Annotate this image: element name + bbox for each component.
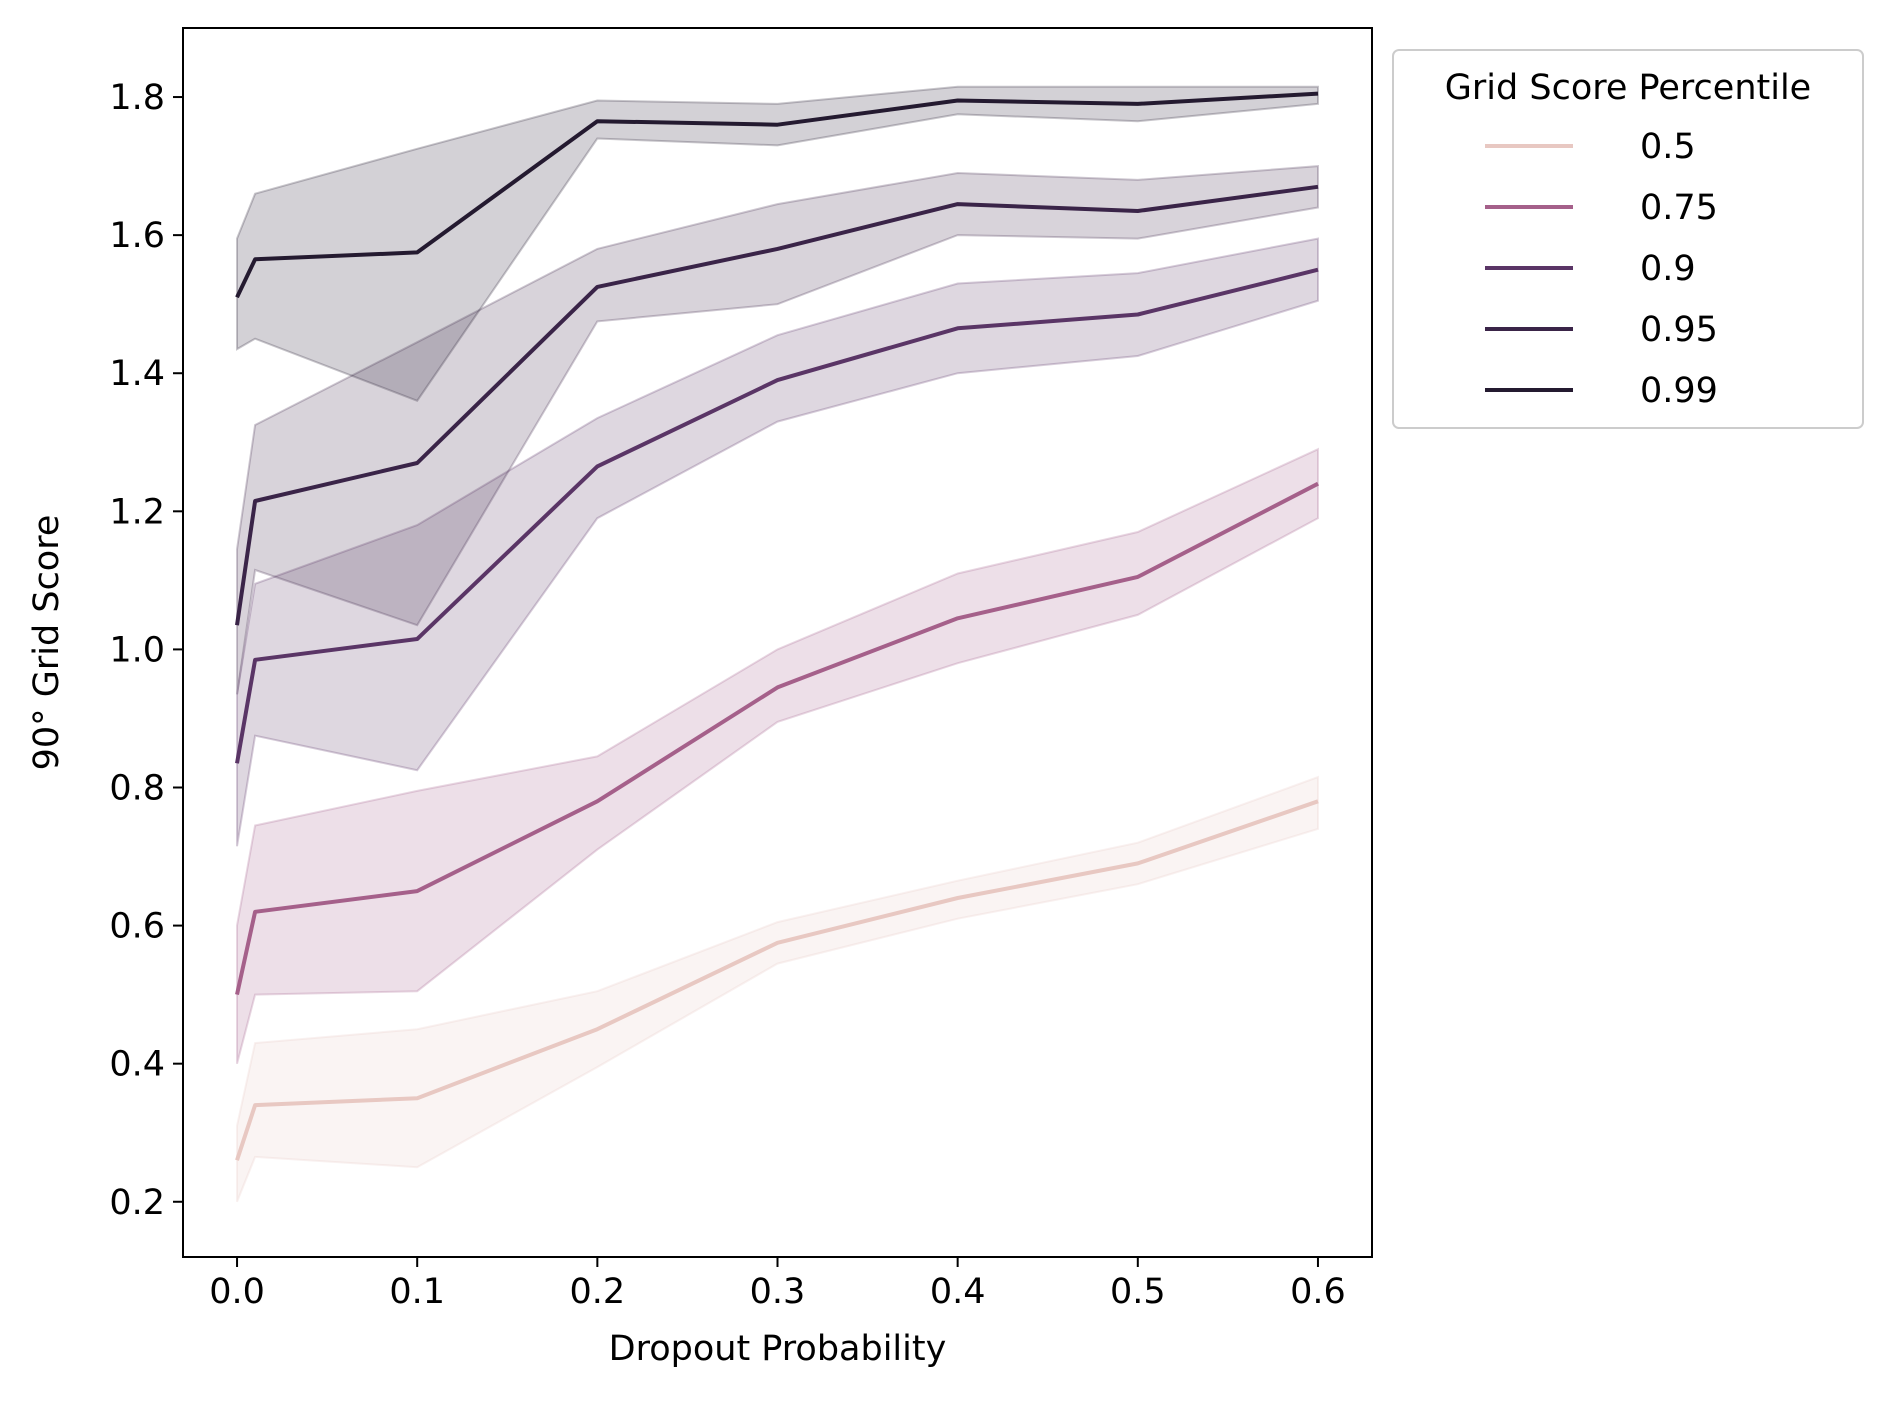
x-tick-label: 0.2 — [570, 1272, 626, 1312]
x-tick-label: 0.1 — [389, 1272, 445, 1312]
legend-item: 0.99 — [1485, 371, 1718, 411]
legend-label: 0.99 — [1640, 371, 1718, 411]
y-tick-label: 1.0 — [109, 630, 165, 670]
series-lines — [235, 91, 1319, 1161]
band-series-3 — [236, 165, 1319, 695]
legend-title: Grid Score Percentile — [1445, 68, 1811, 108]
legend-label: 0.95 — [1640, 310, 1718, 350]
band-series-1 — [236, 447, 1319, 1064]
y-axis: 0.2 0.4 0.6 0.8 1.0 1.2 1.4 1.6 1.8 — [109, 78, 183, 1223]
x-axis-label: Dropout Probability — [609, 1329, 947, 1369]
y-axis-label: 90° Grid Score — [27, 515, 67, 771]
y-tick-label: 1.8 — [109, 78, 165, 118]
y-tick-label: 1.2 — [109, 492, 165, 532]
x-tick-label: 0.6 — [1290, 1272, 1346, 1312]
legend-label: 0.75 — [1640, 188, 1718, 228]
legend-item: 0.75 — [1485, 188, 1718, 228]
band-series-0 — [236, 775, 1319, 1203]
legend-item: 0.95 — [1485, 310, 1718, 350]
x-tick-label: 0.0 — [209, 1272, 265, 1312]
y-tick-label: 1.6 — [109, 216, 165, 256]
y-tick-label: 0.6 — [109, 907, 165, 947]
y-tick-label: 1.4 — [109, 354, 165, 394]
band-series-2 — [236, 237, 1319, 847]
y-tick-label: 0.2 — [109, 1183, 165, 1223]
legend-item: 0.5 — [1485, 127, 1696, 167]
confidence-bands — [236, 85, 1319, 1203]
y-tick-label: 0.8 — [109, 768, 165, 808]
x-tick-label: 0.3 — [750, 1272, 806, 1312]
band-series-4 — [236, 85, 1319, 403]
line-series-4 — [235, 91, 1319, 299]
legend: Grid Score Percentile 0.5 0.75 0.9 0.95 0.99 — [1392, 49, 1864, 429]
legend-item: 0.9 — [1485, 249, 1696, 289]
x-tick-label: 0.4 — [930, 1272, 986, 1312]
x-tick-label: 0.5 — [1110, 1272, 1166, 1312]
legend-items: 0.5 0.75 0.9 0.95 0.99 — [1485, 127, 1718, 411]
x-axis: 0.0 0.1 0.2 0.3 0.4 0.5 0.6 — [209, 1257, 1346, 1312]
y-tick-label: 0.4 — [109, 1045, 165, 1085]
line-series-1 — [235, 481, 1319, 996]
line-series-3 — [235, 184, 1319, 626]
line-series-0 — [235, 799, 1319, 1161]
legend-label: 0.5 — [1640, 127, 1696, 167]
line-series-2 — [235, 267, 1319, 764]
legend-label: 0.9 — [1640, 249, 1696, 289]
